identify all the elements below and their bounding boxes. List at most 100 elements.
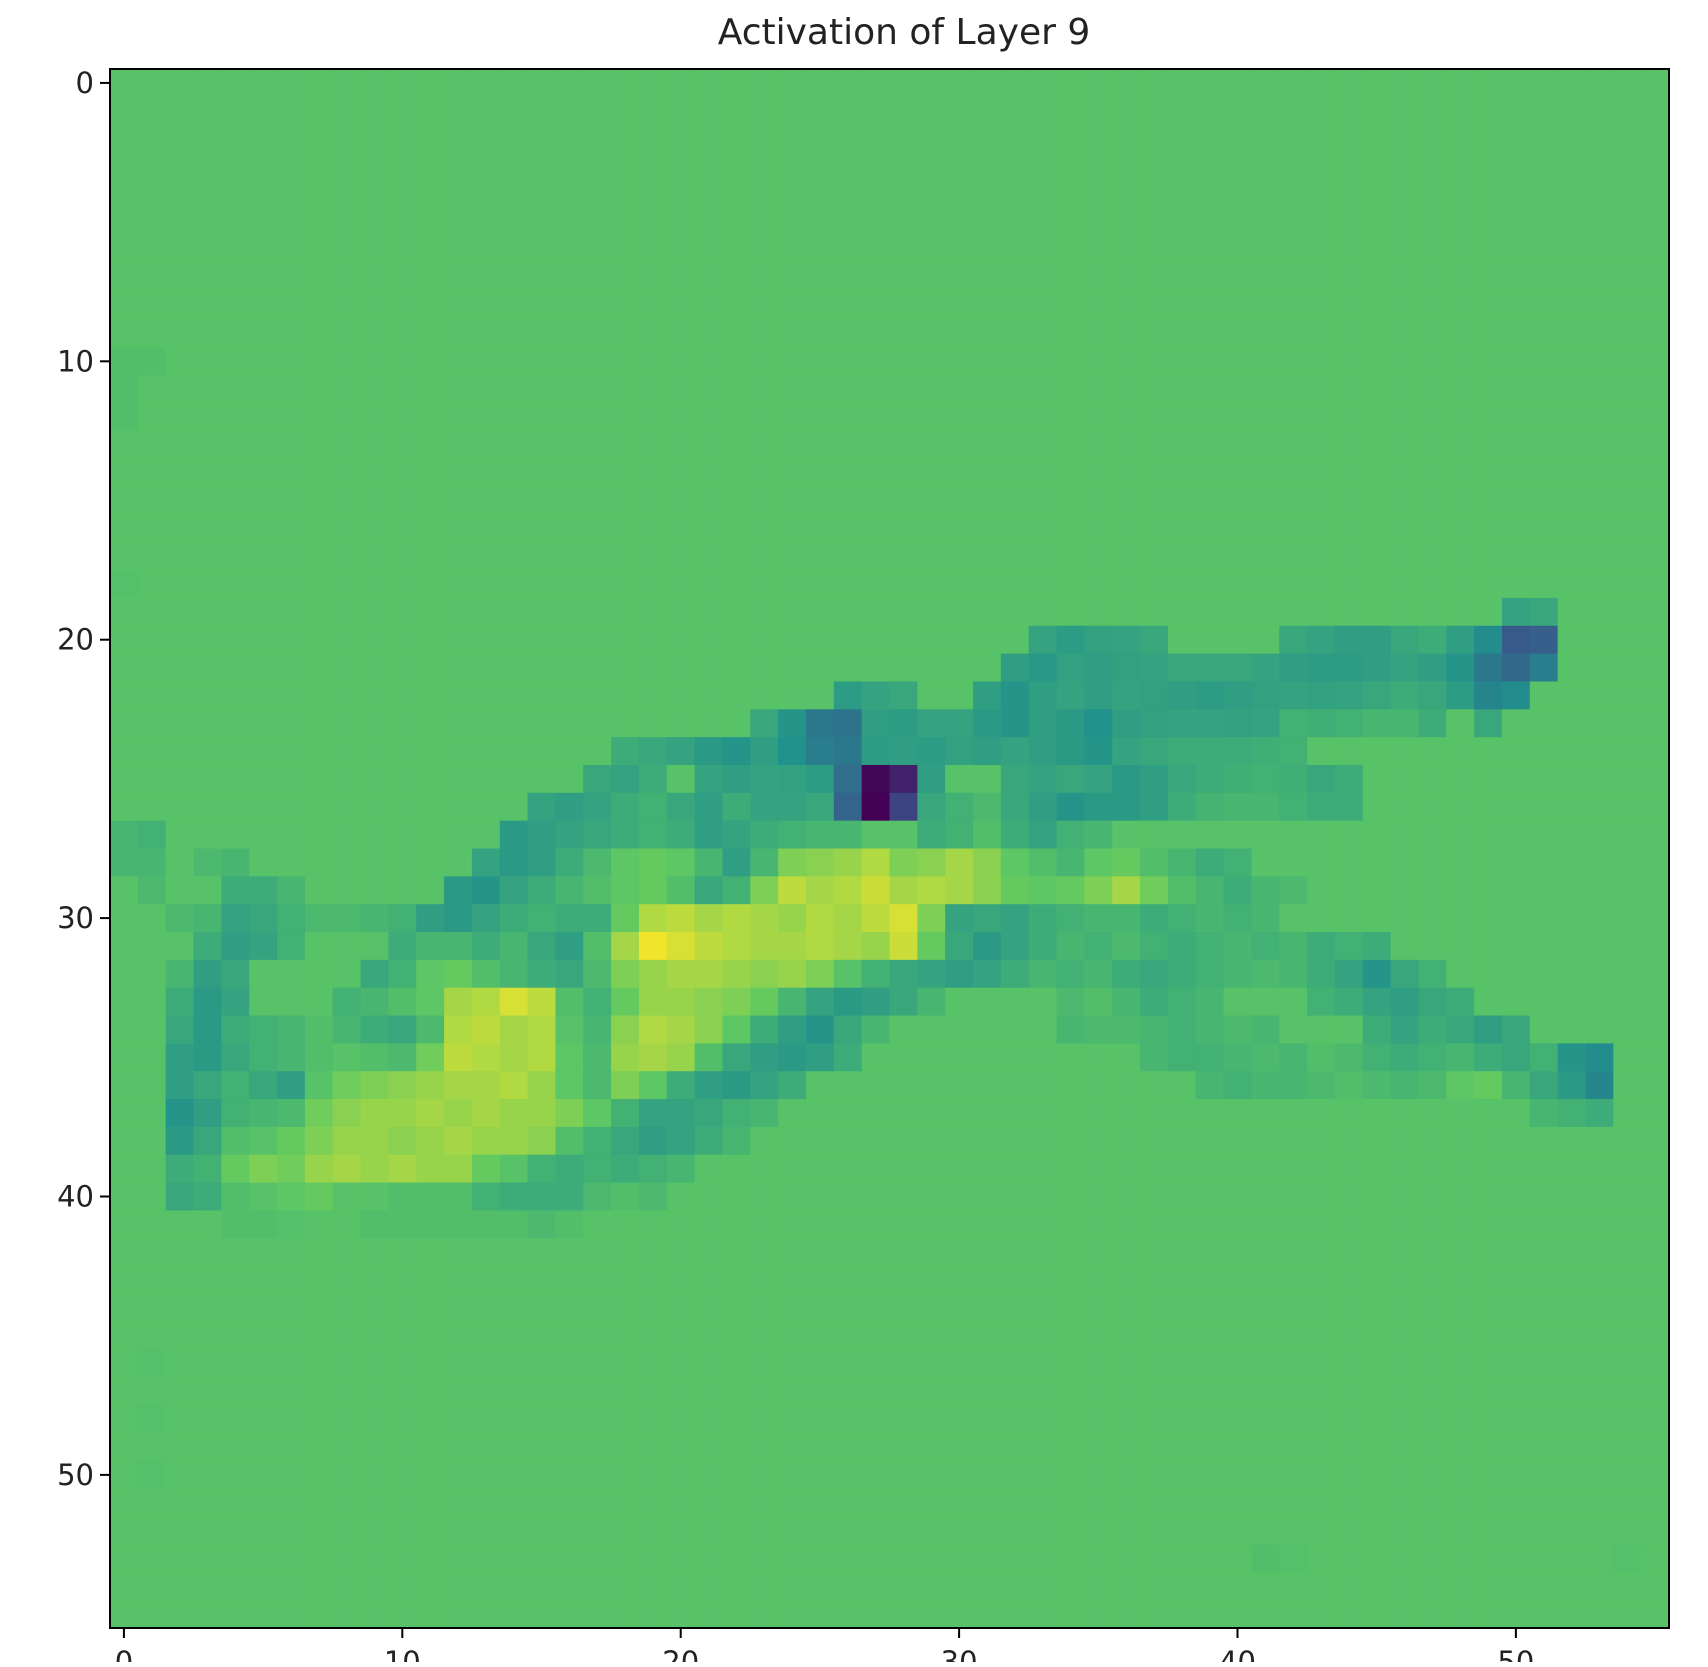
heatmap-cell <box>1028 1321 1058 1351</box>
heatmap-cell <box>1084 180 1113 209</box>
heatmap-cell <box>666 1182 696 1212</box>
heatmap-cell <box>861 1099 891 1128</box>
heatmap-cell <box>611 69 640 98</box>
heatmap-cell <box>332 263 362 293</box>
heatmap-cell <box>1112 709 1141 738</box>
heatmap-cell <box>388 542 417 571</box>
heatmap-cell <box>805 1182 835 1212</box>
heatmap-cell <box>1557 347 1587 376</box>
heatmap-cell <box>110 1238 139 1267</box>
heatmap-cell <box>360 1154 389 1184</box>
heatmap-cell <box>137 597 167 627</box>
heatmap-cell <box>1251 932 1280 961</box>
heatmap-cell <box>722 1405 751 1434</box>
heatmap-cell <box>110 876 139 905</box>
heatmap-cell <box>388 236 417 265</box>
heatmap-cell <box>583 124 612 154</box>
heatmap-cell <box>193 653 222 683</box>
heatmap-cell <box>1390 69 1420 98</box>
heatmap-cell <box>1195 180 1225 209</box>
heatmap-cell <box>1112 1266 1141 1295</box>
heatmap-cell <box>1641 1349 1670 1379</box>
heatmap-cell <box>778 848 807 877</box>
heatmap-cell <box>1501 1460 1531 1490</box>
heatmap-cell <box>917 291 946 321</box>
heatmap-cell <box>1223 820 1253 850</box>
heatmap-cell <box>1195 848 1225 877</box>
heatmap-cell <box>1641 1377 1670 1406</box>
heatmap-cell <box>1140 653 1169 683</box>
heatmap-cell <box>1529 1544 1559 1573</box>
heatmap-cell <box>499 347 529 376</box>
heatmap-cell <box>499 904 529 933</box>
heatmap-cell <box>778 458 807 488</box>
heatmap-cell <box>917 1071 946 1100</box>
heatmap-cell <box>332 792 362 822</box>
heatmap-cell <box>1529 1182 1559 1212</box>
heatmap-cell <box>1557 932 1587 961</box>
heatmap-cell <box>1529 1210 1559 1239</box>
heatmap-cell <box>277 625 306 655</box>
heatmap-cell <box>1585 124 1614 154</box>
heatmap-cell <box>527 987 557 1017</box>
heatmap-cell <box>945 1043 974 1072</box>
heatmap-cell <box>1390 1266 1420 1295</box>
heatmap-cell <box>137 1349 167 1379</box>
heatmap-cell <box>1334 709 1364 738</box>
heatmap-cell <box>1028 1349 1058 1379</box>
heatmap-cell <box>416 1043 445 1072</box>
heatmap-cell <box>694 291 724 321</box>
heatmap-cell <box>1362 458 1392 488</box>
heatmap-cell <box>1446 1099 1475 1128</box>
heatmap-cell <box>1112 681 1141 710</box>
heatmap-cell <box>555 458 584 488</box>
heatmap-cell <box>110 681 139 710</box>
heatmap-cell <box>471 1321 501 1351</box>
heatmap-cell <box>444 69 473 98</box>
heatmap-cell <box>1307 1544 1336 1573</box>
heatmap-cell <box>527 430 557 460</box>
x-tick-label: 30 <box>941 1645 978 1662</box>
heatmap-cell <box>471 291 501 321</box>
heatmap-cell <box>805 542 835 571</box>
heatmap-cell <box>973 486 1002 516</box>
heatmap-cell <box>1251 1377 1280 1406</box>
heatmap-cell <box>1362 1071 1392 1100</box>
heatmap-cell <box>694 987 724 1017</box>
heatmap-cell <box>444 904 473 933</box>
heatmap-cell <box>165 737 195 766</box>
heatmap-cell <box>527 932 557 961</box>
heatmap-cell <box>750 570 779 599</box>
heatmap-cell <box>1195 1433 1225 1462</box>
heatmap-cell <box>110 319 139 348</box>
heatmap-cell <box>137 959 167 989</box>
heatmap-cell <box>1140 208 1169 237</box>
heatmap-cell <box>1585 625 1614 655</box>
heatmap-cell <box>694 1210 724 1239</box>
heatmap-cell <box>750 1015 779 1044</box>
heatmap-cell <box>277 319 306 348</box>
heatmap-cell <box>973 236 1002 265</box>
heatmap-cell <box>1557 1405 1587 1434</box>
heatmap-cell <box>416 1405 445 1434</box>
heatmap-cell <box>110 263 139 293</box>
heatmap-cell <box>1028 430 1058 460</box>
heatmap-cell <box>110 458 139 488</box>
heatmap-cell <box>861 876 891 905</box>
heatmap-cell <box>1140 1154 1169 1184</box>
heatmap-cell <box>638 653 668 683</box>
heatmap-cell <box>1529 1460 1559 1490</box>
heatmap-cell <box>221 709 250 738</box>
heatmap-cell <box>805 1071 835 1100</box>
heatmap-cell <box>1251 764 1280 794</box>
x-tick-label: 10 <box>384 1645 421 1662</box>
heatmap-cell <box>332 1015 362 1044</box>
heatmap-cell <box>193 208 222 237</box>
heatmap-cell <box>1140 597 1169 627</box>
heatmap-cell <box>499 180 529 209</box>
heatmap-cell <box>1140 764 1169 794</box>
heatmap-cell <box>1446 375 1475 404</box>
heatmap-cell <box>1167 959 1197 989</box>
heatmap-cell <box>666 625 696 655</box>
heatmap-cell <box>1641 737 1670 766</box>
